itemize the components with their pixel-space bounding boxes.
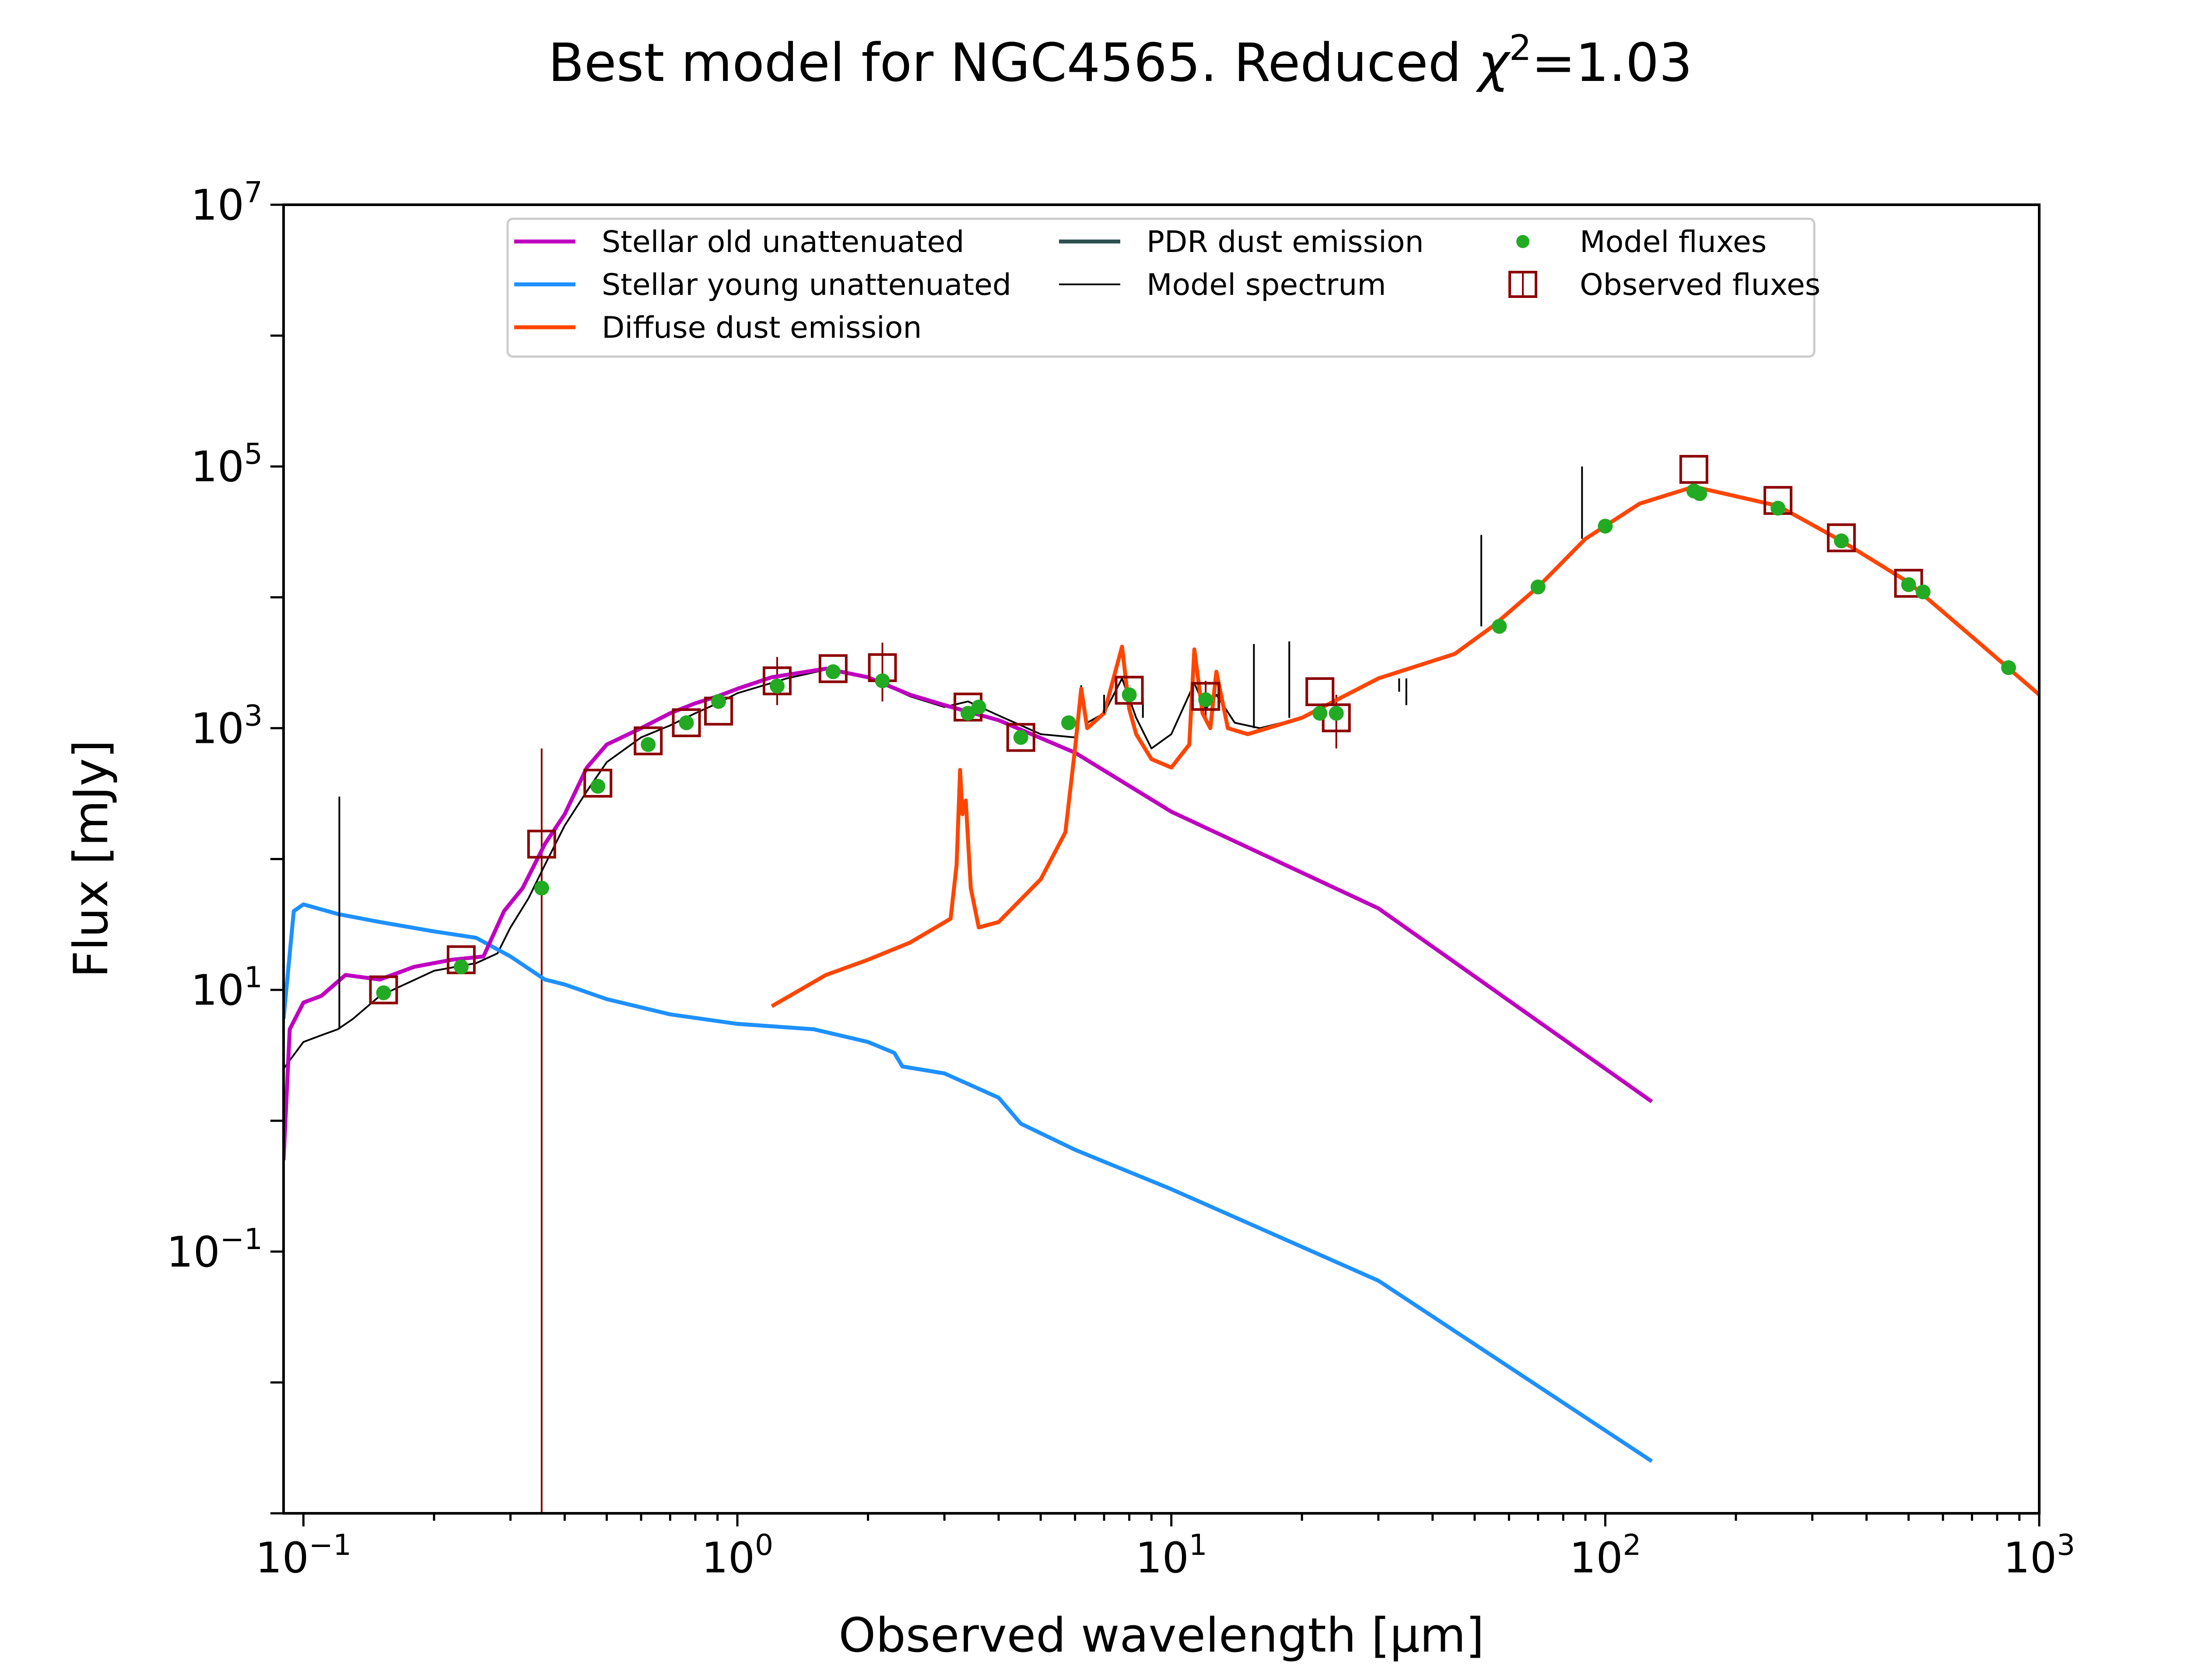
model-flux-point: [1198, 692, 1213, 707]
legend-box: [506, 217, 1816, 358]
model-flux-point: [2001, 660, 2016, 676]
observed-flux-marker: [527, 830, 556, 859]
model-flux-point: [1598, 518, 1613, 534]
model-flux-point: [825, 664, 841, 679]
model-flux-point: [1901, 577, 1916, 592]
series-line-diffuse-dust: [771, 485, 2039, 1008]
model-flux-point: [1122, 687, 1137, 703]
y-tick-label: 103: [191, 699, 263, 753]
series-line-stellar-old: [284, 666, 1653, 1160]
observed-flux-marker: [369, 975, 398, 1004]
model-flux-point: [711, 694, 726, 709]
x-axis-label: Observed wavelength [μm]: [838, 1608, 1484, 1663]
model-flux-point: [590, 779, 606, 794]
model-flux-point: [1013, 730, 1028, 745]
observed-flux-marker: [1006, 723, 1035, 752]
legend-label-observed-fluxes: Observed fluxes: [1580, 268, 1820, 302]
model-flux-point: [1492, 619, 1507, 634]
model-flux-point: [1530, 579, 1546, 595]
x-tick-label: 102: [1569, 1528, 1641, 1582]
x-tick-label: 103: [2003, 1528, 2075, 1582]
y-tick-label: 107: [191, 175, 263, 230]
observed-flux-marker: [1191, 682, 1220, 711]
y-tick-label: 101: [191, 961, 263, 1015]
model-flux-point: [453, 959, 469, 974]
y-axis-label: Flux [mJy]: [64, 740, 119, 978]
model-flux-point: [1061, 715, 1076, 731]
legend-label-stellar-old: Stellar old unattenuated: [602, 225, 964, 259]
x-tick-label: 101: [1136, 1528, 1207, 1582]
model-flux-point: [376, 985, 391, 1001]
x-tick-label: 10−1: [256, 1528, 351, 1582]
marker-layer: [369, 455, 2016, 1004]
model-flux-point: [641, 737, 656, 752]
emission-line-layer: [338, 466, 1583, 1029]
observed-flux-marker: [1305, 677, 1335, 707]
observed-flux-marker: [1115, 676, 1144, 705]
model-flux-point: [1329, 706, 1344, 721]
observed-flux-marker: [1827, 523, 1856, 553]
plot-area: [284, 455, 2039, 1513]
legend-label-model-spectrum: Model spectrum: [1147, 268, 1386, 302]
observed-flux-marker: [1679, 455, 1708, 484]
legend-label-model-fluxes: Model fluxes: [1580, 225, 1767, 259]
model-flux-point: [769, 679, 785, 694]
observed-flux-marker: [818, 654, 848, 683]
observed-flux-marker: [672, 708, 701, 738]
chart-title: Best model for NGC4565. Reduced χ2=1.03: [548, 28, 1693, 94]
legend-swatch-model-fluxes: [1516, 235, 1529, 248]
x-tick-label: 100: [701, 1528, 773, 1582]
model-flux-point: [971, 700, 986, 715]
observed-flux-marker: [762, 666, 792, 696]
series-line-stellar-young: [284, 902, 1653, 1463]
model-flux-point: [1834, 533, 1849, 549]
y-tick-label: 10−1: [167, 1222, 263, 1277]
model-flux-point: [1915, 584, 1931, 599]
model-flux-point: [1312, 706, 1328, 721]
model-flux-point: [1692, 486, 1708, 501]
y-tick-label: 105: [191, 437, 263, 491]
legend: Stellar old unattenuated Stellar young un…: [506, 217, 1820, 358]
legend-label-pdr-dust: PDR dust emission: [1147, 225, 1424, 259]
tick-layer: 10−1 100 101 102 103 10−1 101 103 105 107: [167, 175, 2076, 1582]
observed-flux-marker: [1894, 569, 1923, 598]
observed-flux-marker: [583, 769, 613, 798]
model-flux-point: [1770, 500, 1785, 516]
model-flux-point: [875, 673, 890, 689]
model-flux-point: [679, 715, 694, 731]
model-flux-point: [961, 706, 976, 721]
legend-label-stellar-young: Stellar young unattenuated: [602, 268, 1011, 302]
observed-flux-marker: [634, 726, 663, 756]
model-flux-point: [534, 880, 549, 896]
legend-label-diffuse-dust: Diffuse dust emission: [602, 311, 922, 345]
